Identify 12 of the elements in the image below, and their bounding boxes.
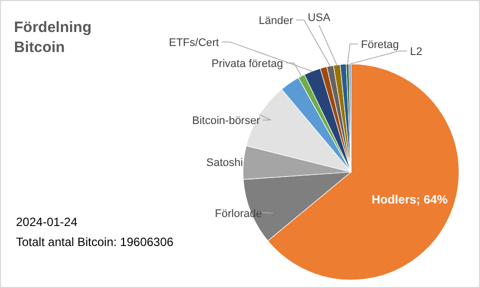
slice-label: Hodlers; 64%	[372, 192, 448, 207]
slice-label: USA	[308, 12, 331, 24]
text: 2024-01-24	[16, 215, 78, 229]
slice-label: Företag	[361, 39, 399, 51]
slice-label: ETFs/Cert	[168, 37, 219, 49]
text: Fördelning Bitcoin	[14, 19, 92, 56]
text: Totalt antal Bitcoin: 19606306	[16, 235, 174, 249]
slice-label: Bitcoin-börser	[192, 115, 260, 127]
slice-label: Satoshi	[206, 157, 243, 169]
slice-label: Länder	[258, 15, 294, 27]
slice-label: L2	[410, 46, 422, 58]
slice-label: Privata företag	[211, 58, 283, 70]
